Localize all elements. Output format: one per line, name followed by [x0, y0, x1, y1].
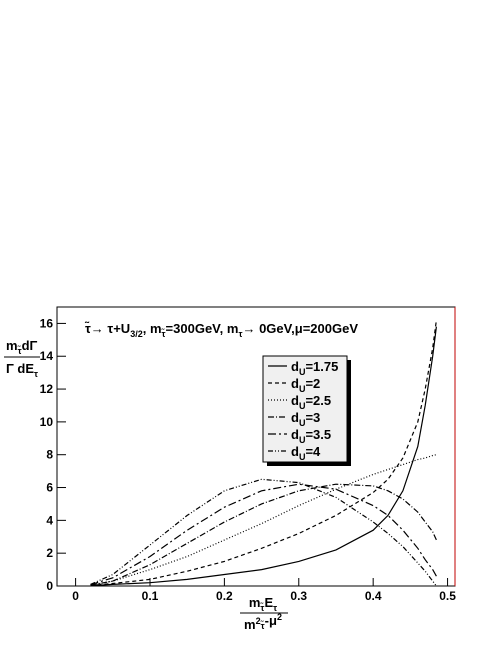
text-part: , m	[143, 321, 162, 336]
text-part: U	[299, 401, 306, 411]
text-part: τ̃	[161, 328, 166, 339]
legend-label: dU=2	[291, 376, 320, 394]
text-part: Γ dE	[6, 361, 34, 376]
text-part: U	[299, 452, 306, 462]
series-line	[90, 478, 437, 587]
text-part: d	[291, 359, 299, 374]
series-line	[90, 326, 437, 587]
legend-label: dU=3.5	[291, 427, 331, 445]
text-part: 2	[277, 612, 282, 622]
x-label-denominator: m2τ̃-μ2	[244, 612, 282, 632]
chart-title: τ̃→ τ+U3/2, mτ̃=300GeV, mτ→ 0GeV,μ=200Ge…	[85, 321, 359, 339]
text-part: τ̃	[17, 345, 22, 356]
series-line	[90, 320, 437, 587]
text-part: m	[249, 595, 261, 610]
legend-label: dU=4	[291, 444, 321, 462]
legend-label: dU=1.75	[291, 359, 338, 377]
text-part: d	[291, 376, 299, 391]
text-part: m	[244, 617, 256, 632]
y-tick-label: 10	[40, 415, 54, 429]
text-part: U	[299, 418, 306, 428]
text-part: =4	[305, 444, 321, 459]
text-part: 3/2	[130, 329, 143, 339]
x-label-numerator: mτ̃Eτ	[249, 595, 277, 613]
x-tick-label: 0.4	[365, 589, 382, 603]
legend-label: dU=2.5	[291, 393, 331, 411]
series-line	[90, 483, 437, 586]
text-part: τ	[273, 603, 277, 613]
legend	[262, 355, 348, 463]
text-part: E	[264, 595, 273, 610]
text-part: d	[291, 444, 299, 459]
y-label-numerator: mτ̃dΓ	[6, 338, 38, 356]
text-part: τ	[34, 369, 38, 379]
x-tick-label: 0.5	[439, 589, 456, 603]
text-part: U	[299, 384, 306, 394]
text-part: τ̃→ τ+U	[85, 321, 130, 336]
plot-frame	[56, 306, 456, 587]
text-part: τ	[238, 329, 242, 339]
x-tick-label: 0.1	[142, 589, 159, 603]
y-tick-label: 16	[40, 316, 54, 330]
y-tick-label: 4	[46, 513, 53, 527]
x-tick-label: 0	[72, 589, 79, 603]
text-part: U	[299, 435, 306, 445]
y-tick-label: 12	[40, 382, 54, 396]
text-part: =1.75	[305, 359, 338, 374]
text-part: =3.5	[305, 427, 331, 442]
text-part: d	[291, 427, 299, 442]
text-part: =300GeV, m	[166, 321, 239, 336]
text-part: U	[299, 367, 306, 377]
text-part: =2.5	[305, 393, 331, 408]
text-part: d	[291, 393, 299, 408]
y-tick-label: 0	[46, 579, 53, 593]
series-line	[90, 454, 437, 586]
y-tick-label: 6	[46, 481, 53, 495]
text-part: m	[6, 338, 18, 353]
y-tick-label: 14	[40, 349, 54, 363]
series-line	[90, 483, 437, 586]
text-part: τ̃	[260, 620, 265, 631]
x-tick-label: 0.2	[216, 589, 233, 603]
text-part: d	[291, 410, 299, 425]
text-part: =3	[305, 410, 320, 425]
text-part: dΓ	[22, 338, 38, 353]
y-tick-label: 2	[46, 546, 53, 560]
y-label-denominator: Γ dEτ	[6, 361, 38, 379]
y-tick-label: 8	[46, 448, 53, 462]
text-part: 2	[256, 616, 261, 626]
text-part: =2	[305, 376, 320, 391]
x-tick-label: 0.3	[290, 589, 307, 603]
legend-label: dU=3	[291, 410, 320, 428]
text-part: τ̃	[259, 602, 264, 613]
text-part: → 0GeV,μ=200GeV	[242, 321, 358, 336]
text-part: -μ	[265, 613, 277, 628]
